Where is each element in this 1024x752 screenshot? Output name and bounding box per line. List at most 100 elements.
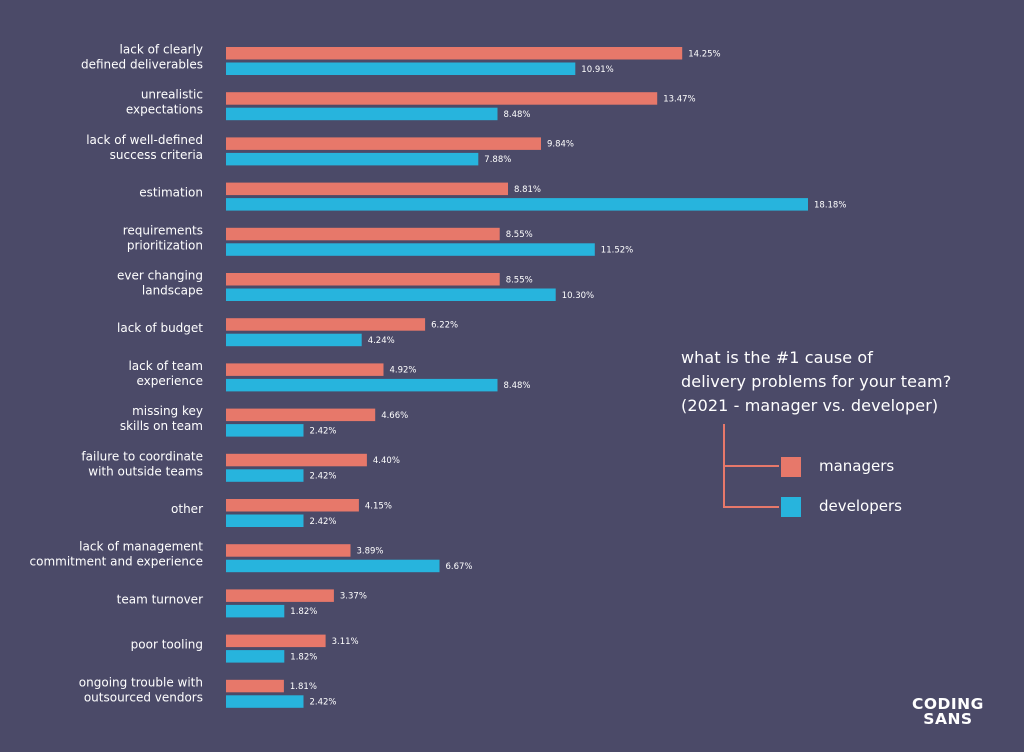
value-label-developers: 10.91% bbox=[581, 65, 613, 75]
legend-bracket-top bbox=[723, 465, 779, 467]
chart-title-line-2: delivery problems for your team? bbox=[681, 372, 952, 391]
bar-group: 3.37% 1.82% team turnover bbox=[117, 589, 367, 618]
value-label-managers: 4.66% bbox=[381, 411, 408, 421]
value-label-developers: 4.24% bbox=[368, 336, 395, 346]
value-label-developers: 10.30% bbox=[562, 291, 594, 301]
value-label-managers: 8.81% bbox=[514, 185, 541, 195]
value-label-developers: 8.48% bbox=[504, 381, 531, 391]
value-label-managers: 9.84% bbox=[547, 140, 574, 150]
category-label: requirements bbox=[123, 223, 203, 237]
bar-managers bbox=[226, 182, 508, 196]
value-label-managers: 4.40% bbox=[373, 456, 400, 466]
bar-managers bbox=[226, 544, 351, 557]
value-label-developers: 11.52% bbox=[601, 246, 633, 256]
category-label: with outside teams bbox=[88, 464, 203, 478]
bar-managers bbox=[226, 137, 541, 150]
category-label: expectations bbox=[126, 103, 203, 117]
bar-developers bbox=[226, 559, 440, 573]
chart-title-line-3: (2021 - manager vs. developer) bbox=[681, 396, 939, 415]
value-label-managers: 6.22% bbox=[431, 321, 458, 331]
bar-developers bbox=[226, 198, 808, 211]
bar-developers bbox=[226, 288, 556, 301]
bar-developers bbox=[226, 107, 498, 121]
chart-title-line-1: what is the #1 cause of bbox=[681, 348, 874, 367]
value-label-developers: 7.88% bbox=[484, 155, 511, 165]
bar-managers bbox=[226, 453, 367, 467]
bar-developers bbox=[226, 378, 498, 392]
category-label: success criteria bbox=[110, 148, 203, 162]
legend-bracket-bottom bbox=[723, 506, 779, 508]
value-label-managers: 3.37% bbox=[340, 592, 367, 602]
bar-managers bbox=[226, 92, 658, 105]
bar-developers bbox=[226, 604, 285, 618]
bar-group: 8.81% 18.18% estimation bbox=[139, 182, 846, 211]
value-label-managers: 3.11% bbox=[332, 637, 359, 647]
category-label: missing key bbox=[132, 404, 203, 418]
bar-managers bbox=[226, 499, 359, 512]
value-label-managers: 13.47% bbox=[663, 95, 695, 105]
bar-managers bbox=[226, 363, 384, 376]
bar-developers bbox=[226, 333, 362, 347]
bar-managers bbox=[226, 318, 426, 331]
category-label: lack of team bbox=[128, 359, 203, 373]
bar-managers bbox=[226, 47, 683, 60]
value-label-managers: 4.92% bbox=[390, 366, 417, 376]
value-label-developers: 2.42% bbox=[310, 426, 337, 436]
bar-group: 3.11% 1.82% poor tooling bbox=[131, 634, 359, 663]
value-label-developers: 2.42% bbox=[310, 517, 337, 527]
category-label: lack of well-defined bbox=[86, 133, 203, 147]
bar-developers bbox=[226, 424, 304, 437]
category-label: prioritization bbox=[127, 238, 203, 252]
bar-developers bbox=[226, 152, 479, 166]
category-label: commitment and experience bbox=[30, 555, 203, 569]
legend-label-developers: developers bbox=[819, 497, 902, 515]
category-label: outsourced vendors bbox=[84, 690, 203, 704]
value-label-developers: 18.18% bbox=[814, 200, 846, 210]
bar-developers bbox=[226, 469, 304, 482]
legend-swatch-managers bbox=[781, 457, 801, 477]
bar-managers bbox=[226, 589, 334, 602]
category-label: experience bbox=[136, 374, 203, 388]
logo-line-1: CODING bbox=[912, 695, 984, 713]
category-label: team turnover bbox=[117, 592, 203, 606]
value-label-developers: 1.82% bbox=[290, 652, 317, 662]
bar-developers bbox=[226, 514, 304, 527]
category-label: ongoing trouble with bbox=[79, 675, 203, 689]
category-label: poor tooling bbox=[131, 638, 203, 652]
bar-managers bbox=[226, 634, 326, 648]
bar-developers bbox=[226, 243, 595, 256]
category-label: skills on team bbox=[120, 419, 203, 433]
bar-group: 4.15% 2.42% other bbox=[171, 499, 392, 527]
category-label: unrealistic bbox=[141, 88, 203, 102]
category-label: lack of clearly bbox=[120, 43, 203, 57]
value-label-managers: 1.81% bbox=[290, 682, 317, 692]
value-label-managers: 3.89% bbox=[357, 547, 384, 557]
bar-managers bbox=[226, 679, 284, 693]
legend-swatch-developers bbox=[781, 497, 801, 517]
category-label: defined deliverables bbox=[81, 58, 203, 72]
category-label: landscape bbox=[142, 284, 203, 298]
value-label-managers: 4.15% bbox=[365, 501, 392, 511]
value-label-managers: 8.55% bbox=[506, 230, 533, 240]
value-label-managers: 14.25% bbox=[688, 49, 720, 59]
value-label-developers: 6.67% bbox=[446, 562, 473, 572]
bar-managers bbox=[226, 408, 376, 422]
bar-group: 6.22% 4.24% lack of budget bbox=[117, 318, 458, 347]
bar-managers bbox=[226, 227, 500, 241]
bar-managers bbox=[226, 273, 500, 286]
value-label-developers: 2.42% bbox=[310, 472, 337, 482]
category-label: lack of management bbox=[79, 540, 203, 554]
category-label: estimation bbox=[139, 186, 203, 200]
value-label-developers: 2.42% bbox=[310, 698, 337, 708]
category-label: ever changing bbox=[117, 269, 203, 283]
bar-developers bbox=[226, 62, 576, 75]
